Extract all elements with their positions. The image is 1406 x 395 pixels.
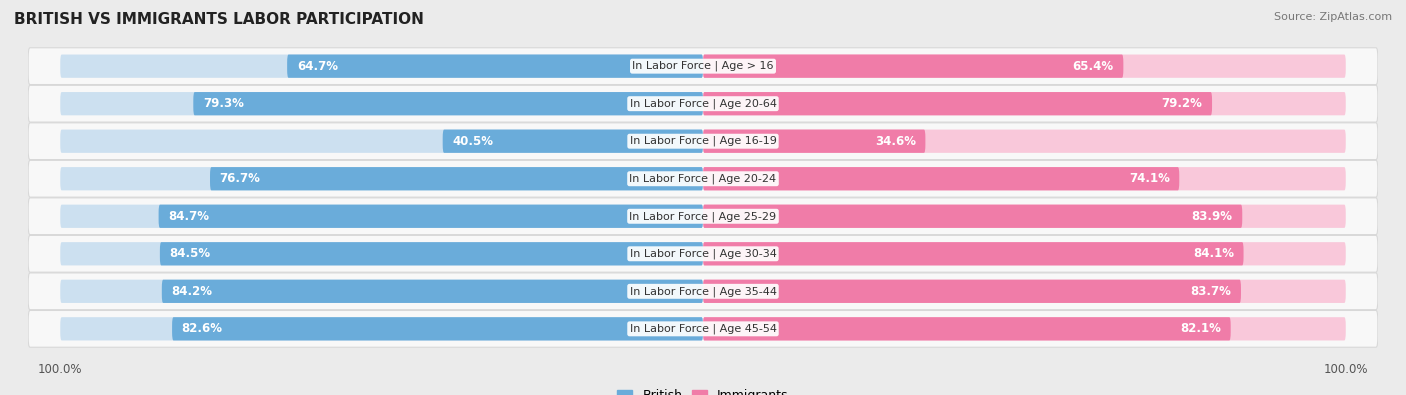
Text: In Labor Force | Age 35-44: In Labor Force | Age 35-44	[630, 286, 776, 297]
Legend: British, Immigrants: British, Immigrants	[612, 384, 794, 395]
Text: 65.4%: 65.4%	[1073, 60, 1114, 73]
Text: 100.0%: 100.0%	[38, 363, 83, 376]
Text: In Labor Force | Age 16-19: In Labor Force | Age 16-19	[630, 136, 776, 147]
Text: In Labor Force | Age 30-34: In Labor Force | Age 30-34	[630, 248, 776, 259]
Text: 82.6%: 82.6%	[181, 322, 222, 335]
FancyBboxPatch shape	[172, 317, 703, 340]
FancyBboxPatch shape	[209, 167, 703, 190]
Text: 79.3%: 79.3%	[202, 97, 243, 110]
FancyBboxPatch shape	[443, 130, 703, 153]
FancyBboxPatch shape	[703, 130, 925, 153]
FancyBboxPatch shape	[703, 55, 1123, 78]
FancyBboxPatch shape	[703, 317, 1230, 340]
FancyBboxPatch shape	[60, 205, 703, 228]
Text: 74.1%: 74.1%	[1129, 172, 1170, 185]
FancyBboxPatch shape	[703, 130, 1346, 153]
FancyBboxPatch shape	[703, 280, 1241, 303]
FancyBboxPatch shape	[60, 242, 703, 265]
FancyBboxPatch shape	[703, 242, 1346, 265]
FancyBboxPatch shape	[60, 130, 703, 153]
FancyBboxPatch shape	[28, 310, 1378, 347]
FancyBboxPatch shape	[703, 167, 1346, 190]
FancyBboxPatch shape	[60, 167, 703, 190]
FancyBboxPatch shape	[703, 280, 1346, 303]
FancyBboxPatch shape	[28, 198, 1378, 235]
Text: 82.1%: 82.1%	[1180, 322, 1220, 335]
Text: In Labor Force | Age > 16: In Labor Force | Age > 16	[633, 61, 773, 71]
FancyBboxPatch shape	[60, 92, 703, 115]
FancyBboxPatch shape	[60, 280, 703, 303]
Text: 84.2%: 84.2%	[172, 285, 212, 298]
Text: 84.5%: 84.5%	[170, 247, 211, 260]
Text: 40.5%: 40.5%	[453, 135, 494, 148]
Text: In Labor Force | Age 25-29: In Labor Force | Age 25-29	[630, 211, 776, 222]
Text: 79.2%: 79.2%	[1161, 97, 1202, 110]
Text: In Labor Force | Age 20-24: In Labor Force | Age 20-24	[630, 173, 776, 184]
FancyBboxPatch shape	[28, 48, 1378, 85]
FancyBboxPatch shape	[60, 317, 703, 340]
FancyBboxPatch shape	[28, 160, 1378, 197]
Text: 64.7%: 64.7%	[297, 60, 337, 73]
Text: 100.0%: 100.0%	[1323, 363, 1368, 376]
FancyBboxPatch shape	[162, 280, 703, 303]
FancyBboxPatch shape	[703, 317, 1346, 340]
FancyBboxPatch shape	[28, 273, 1378, 310]
Text: 84.7%: 84.7%	[169, 210, 209, 223]
Text: 83.9%: 83.9%	[1192, 210, 1233, 223]
FancyBboxPatch shape	[703, 167, 1180, 190]
FancyBboxPatch shape	[287, 55, 703, 78]
Text: BRITISH VS IMMIGRANTS LABOR PARTICIPATION: BRITISH VS IMMIGRANTS LABOR PARTICIPATIO…	[14, 12, 425, 27]
FancyBboxPatch shape	[703, 55, 1346, 78]
Text: In Labor Force | Age 20-64: In Labor Force | Age 20-64	[630, 98, 776, 109]
FancyBboxPatch shape	[160, 242, 703, 265]
FancyBboxPatch shape	[159, 205, 703, 228]
Text: 84.1%: 84.1%	[1192, 247, 1234, 260]
FancyBboxPatch shape	[28, 123, 1378, 160]
FancyBboxPatch shape	[703, 92, 1212, 115]
Text: 34.6%: 34.6%	[875, 135, 915, 148]
FancyBboxPatch shape	[703, 205, 1243, 228]
FancyBboxPatch shape	[703, 242, 1243, 265]
FancyBboxPatch shape	[28, 85, 1378, 122]
FancyBboxPatch shape	[703, 92, 1346, 115]
FancyBboxPatch shape	[193, 92, 703, 115]
Text: 76.7%: 76.7%	[219, 172, 260, 185]
FancyBboxPatch shape	[60, 55, 703, 78]
FancyBboxPatch shape	[28, 235, 1378, 272]
FancyBboxPatch shape	[703, 205, 1346, 228]
Text: Source: ZipAtlas.com: Source: ZipAtlas.com	[1274, 12, 1392, 22]
Text: In Labor Force | Age 45-54: In Labor Force | Age 45-54	[630, 324, 776, 334]
Text: 83.7%: 83.7%	[1191, 285, 1232, 298]
